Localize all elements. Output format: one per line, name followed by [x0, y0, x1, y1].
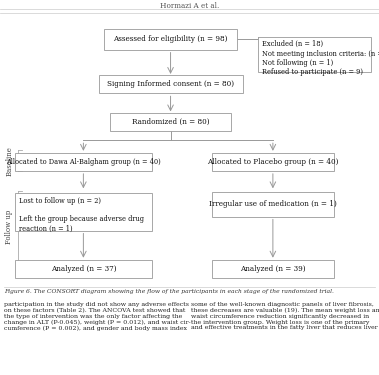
Text: Allocated to Dawa Al-Balgham group (n = 40): Allocated to Dawa Al-Balgham group (n = … — [6, 158, 161, 166]
Text: participation in the study did not show any adverse effects
on these factors (Ta: participation in the study did not show … — [4, 302, 190, 331]
Bar — [15, 193, 152, 231]
Bar — [99, 75, 243, 93]
Text: Baseline: Baseline — [5, 146, 14, 176]
Bar — [258, 37, 371, 72]
Text: Analyzed (n = 39): Analyzed (n = 39) — [240, 265, 306, 273]
Text: Signing Informed consent (n = 80): Signing Informed consent (n = 80) — [107, 80, 234, 88]
Text: Lost to follow up (n = 2)

Left the group because adverse drug
reaction (n = 1): Lost to follow up (n = 2) Left the group… — [19, 197, 144, 232]
Bar — [15, 153, 152, 171]
Text: some of the well-known diagnostic panels of liver fibrosis,
these decreases are : some of the well-known diagnostic panels… — [191, 302, 379, 330]
Bar — [15, 260, 152, 278]
Bar — [104, 29, 237, 50]
Text: Assessed for eligibility (n = 98): Assessed for eligibility (n = 98) — [113, 35, 228, 44]
Bar — [212, 192, 334, 217]
Text: Irregular use of medication (n = 1): Irregular use of medication (n = 1) — [209, 200, 337, 208]
Bar — [212, 260, 334, 278]
Bar — [110, 113, 231, 131]
Text: Follow up: Follow up — [5, 210, 14, 244]
Bar — [212, 153, 334, 171]
Text: Randomized (n = 80): Randomized (n = 80) — [132, 118, 209, 126]
Text: Hormazi A et al.: Hormazi A et al. — [160, 2, 219, 10]
Text: Allocated to Placebo group (n = 40): Allocated to Placebo group (n = 40) — [207, 158, 338, 166]
Text: Analyzed (n = 37): Analyzed (n = 37) — [50, 265, 116, 273]
Text: Excluded (n = 18)
Not meeting inclusion criteria: (n = 8)
Not following (n = 1)
: Excluded (n = 18) Not meeting inclusion … — [262, 40, 379, 76]
Text: Figure 6. The CONSORT diagram showing the flow of the participants in each stage: Figure 6. The CONSORT diagram showing th… — [4, 290, 334, 294]
